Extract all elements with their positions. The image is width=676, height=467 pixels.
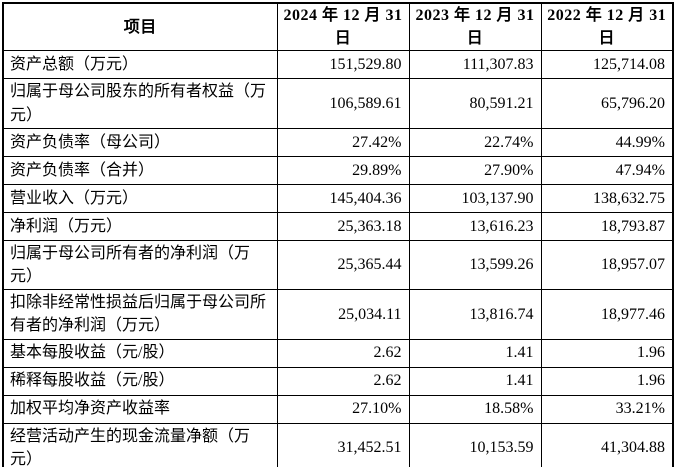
- cell-value: 13,816.74: [408, 289, 542, 340]
- table-row: 经营活动产生的现金流量净额（万元） 31,452.51 10,153.59 41,30…: [2, 422, 674, 467]
- row-label: 经营活动产生的现金流量净额（万元）: [2, 422, 278, 467]
- cell-value: 25,365.44: [276, 239, 410, 291]
- cell-value: 65,796.20: [540, 78, 674, 129]
- table-row: 归属于母公司所有者的净利润（万元） 25,365.44 13,599.26 18,95…: [2, 239, 674, 291]
- cell-value: 125,714.08: [540, 50, 674, 80]
- header-date-2022: 2022 年 12 月 31 日: [540, 2, 674, 52]
- table-row: 资产负债率（合并） 29.89% 27.90% 47.94%: [2, 155, 674, 185]
- cell-value: 25,034.11: [276, 289, 410, 340]
- cell-value: 145,404.36: [276, 183, 410, 213]
- cell-value: 13,616.23: [408, 211, 542, 241]
- table-row: 资产总额（万元） 151,529.80 111,307.83 125,714.08: [2, 50, 674, 80]
- header-row: 项目 2024 年 12 月 31 日 2023 年 12 月 31 日 202…: [2, 2, 674, 52]
- row-label: 营业收入（万元）: [2, 183, 278, 213]
- table-row: 资产负债率（母公司） 27.42% 22.74% 44.99%: [2, 127, 674, 157]
- cell-value: 1.96: [540, 366, 674, 396]
- cell-value: 22.74%: [408, 127, 542, 157]
- cell-value: 2.62: [276, 366, 410, 396]
- row-label: 净利润（万元）: [2, 211, 278, 241]
- cell-value: 31,452.51: [276, 422, 410, 467]
- cell-value: 10,153.59: [408, 422, 542, 467]
- row-label: 扣除非经常性损益后归属于母公司所有者的净利润（万元）: [2, 289, 278, 340]
- cell-value: 18,793.87: [540, 211, 674, 241]
- table-row: 扣除非经常性损益后归属于母公司所有者的净利润（万元） 25,034.11 13,81…: [2, 289, 674, 340]
- cell-value: 27.90%: [408, 155, 542, 185]
- cell-value: 151,529.80: [276, 50, 410, 80]
- table-row: 稀释每股收益（元/股） 2.62 1.41 1.96: [2, 366, 674, 396]
- table-row: 基本每股收益（元/股） 2.62 1.41 1.96: [2, 338, 674, 368]
- cell-value: 13,599.26: [408, 239, 542, 291]
- table-row: 加权平均净资产收益率 27.10% 18.58% 33.21%: [2, 394, 674, 424]
- row-label: 归属于母公司所有者的净利润（万元）: [2, 239, 278, 291]
- header-date-2023: 2023 年 12 月 31 日: [408, 2, 542, 52]
- header-item-label: 项目: [2, 2, 278, 52]
- cell-value: 33.21%: [540, 394, 674, 424]
- table-row: 净利润（万元） 25,363.18 13,616.23 18,793.87: [2, 211, 674, 241]
- cell-value: 2.62: [276, 338, 410, 368]
- cell-value: 44.99%: [540, 127, 674, 157]
- cell-value: 106,589.61: [276, 78, 410, 129]
- cell-value: 1.41: [408, 366, 542, 396]
- row-label: 资产负债率（合并）: [2, 155, 278, 185]
- table-row: 营业收入（万元） 145,404.36 103,137.90 138,632.75: [2, 183, 674, 213]
- row-label: 基本每股收益（元/股）: [2, 338, 278, 368]
- cell-value: 111,307.83: [408, 50, 542, 80]
- cell-value: 1.96: [540, 338, 674, 368]
- cell-value: 103,137.90: [408, 183, 542, 213]
- row-label: 归属于母公司股东的所有者权益（万元）: [2, 78, 278, 129]
- row-label: 资产总额（万元）: [2, 50, 278, 80]
- cell-value: 27.10%: [276, 394, 410, 424]
- cell-value: 47.94%: [540, 155, 674, 185]
- cell-value: 27.42%: [276, 127, 410, 157]
- table-body: 资产总额（万元） 151,529.80 111,307.83 125,714.08 归属…: [2, 50, 674, 467]
- cell-value: 18,957.07: [540, 239, 674, 291]
- cell-value: 1.41: [408, 338, 542, 368]
- cell-value: 41,304.88: [540, 422, 674, 467]
- row-label: 资产负债率（母公司）: [2, 127, 278, 157]
- cell-value: 18.58%: [408, 394, 542, 424]
- cell-value: 80,591.21: [408, 78, 542, 129]
- row-label: 稀释每股收益（元/股）: [2, 366, 278, 396]
- table-row: 归属于母公司股东的所有者权益（万元） 106,589.61 80,591.21 65,…: [2, 78, 674, 129]
- cell-value: 18,977.46: [540, 289, 674, 340]
- cell-value: 25,363.18: [276, 211, 410, 241]
- cell-value: 138,632.75: [540, 183, 674, 213]
- header-date-2024: 2024 年 12 月 31 日: [276, 2, 410, 52]
- cell-value: 29.89%: [276, 155, 410, 185]
- row-label: 加权平均净资产收益率: [2, 394, 278, 424]
